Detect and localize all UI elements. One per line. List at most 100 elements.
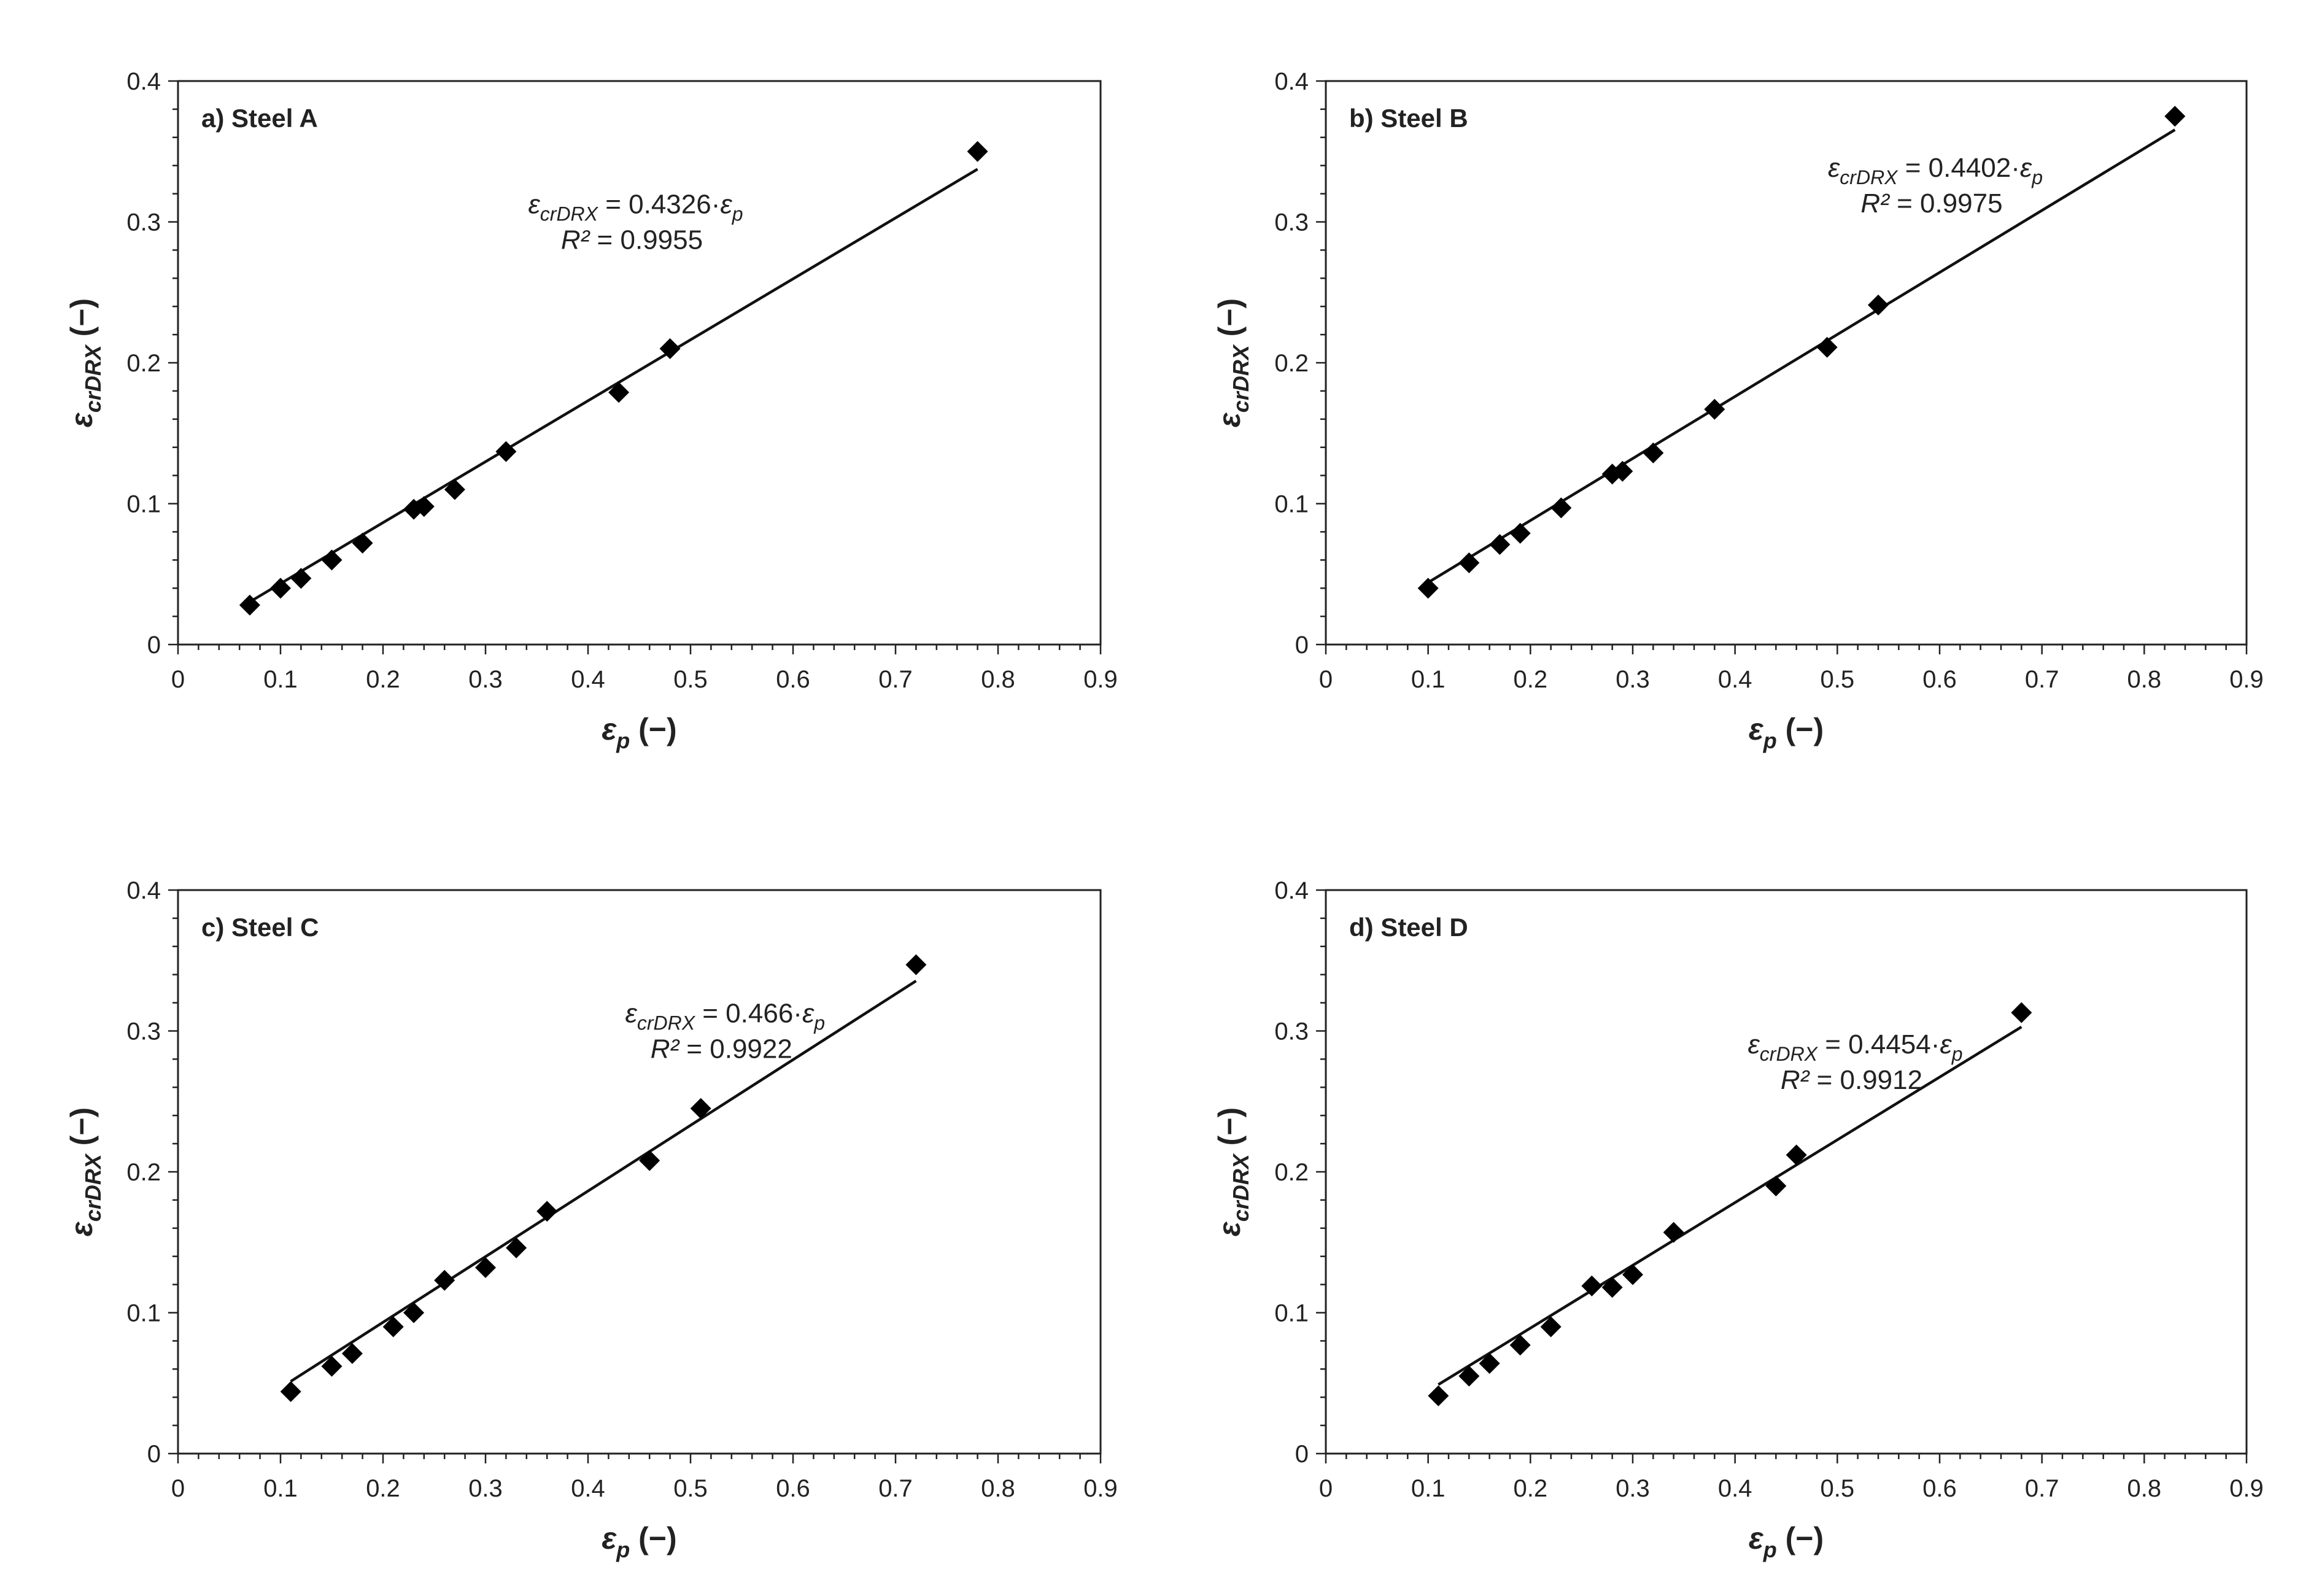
y-subscript: crDRX (637, 1012, 696, 1034)
epsilon-symbol: ε (64, 1221, 99, 1236)
x-tick-label: 0.5 (673, 1475, 708, 1502)
epsilon-symbol: ε (1940, 1029, 1952, 1059)
trendline (249, 168, 978, 603)
x-tick-label: 0.9 (1083, 1475, 1118, 1502)
x-tick-label: 0.6 (776, 666, 810, 693)
y-tick-label: 0.4 (126, 877, 161, 904)
x-axis-title: εp (−) (1749, 1521, 1824, 1562)
y-tick-label: 0.2 (1274, 350, 1309, 377)
data-point (1417, 578, 1439, 599)
x-tick-label: 0 (171, 666, 185, 693)
data-point (659, 338, 681, 360)
panel-title: b) Steel B (1349, 104, 1468, 133)
data-point (1479, 1353, 1500, 1374)
x-tick-label: 0 (171, 1475, 185, 1502)
x-tick-label: 0.5 (1821, 666, 1855, 693)
trendline (1438, 1025, 2022, 1386)
epsilon-symbol: ε (720, 190, 732, 220)
epsilon-symbol: ε (2020, 153, 2032, 183)
y-tick-label: 0.3 (1274, 209, 1309, 236)
r2-text: R² = 0.9975 (1860, 188, 2002, 219)
data-point (475, 1257, 496, 1279)
r2-label: R² (651, 1034, 680, 1064)
y-tick-label: 0 (1295, 1441, 1309, 1468)
y-tick-label: 0.2 (126, 1159, 161, 1186)
y-tick-label: 0 (147, 632, 161, 659)
x-unit: (−) (630, 1521, 676, 1555)
x-tick-label: 0.4 (1718, 666, 1752, 693)
x-tick-label: 0.4 (571, 666, 605, 693)
y-tick-label: 0.2 (1274, 1159, 1309, 1186)
x-tick-label: 0 (1319, 1475, 1333, 1502)
chart-panel-b: 0 0.1 0.2 0.3 0.4 0.5 0.6 0.7 0.8 0.9 0 0.1 0.2 0.3 0.… (1212, 68, 2264, 753)
x-tick-label: 0.8 (2127, 1475, 2162, 1502)
r2-text: R² = 0.9912 (1781, 1065, 1922, 1095)
trendline (290, 980, 917, 1383)
data-point (1581, 1275, 1603, 1296)
y-subscript: crDRX (80, 1153, 106, 1222)
data-point (290, 568, 312, 589)
x-axis-title: εp (−) (602, 1521, 676, 1562)
x-subscript: p (1763, 728, 1777, 753)
y-axis-title: εcrDRX (−) (1212, 1107, 1253, 1236)
x-axis-title: εp (−) (602, 712, 676, 753)
y-subscript: crDRX (1228, 344, 1253, 413)
data-point (1550, 497, 1572, 519)
data-point (536, 1201, 558, 1222)
x-tick-label: 0.2 (1514, 1475, 1548, 1502)
epsilon-symbol: ε (1828, 153, 1840, 183)
epsilon-symbol: ε (602, 712, 617, 746)
r2-text: R² = 0.9922 (651, 1034, 792, 1064)
x-tick-label: 0.2 (1514, 666, 1548, 693)
r2-value: = 0.9922 (679, 1034, 792, 1064)
equation-coef: = 0.4402· (1898, 153, 2020, 183)
panel-title: c) Steel C (201, 913, 319, 942)
data-point (280, 1381, 301, 1403)
y-subscript: crDRX (1760, 1043, 1819, 1065)
x-tick-label: 0.7 (2025, 666, 2059, 693)
data-point (321, 549, 343, 571)
x-unit: (−) (1777, 712, 1824, 746)
data-point (239, 594, 260, 616)
x-tick-label: 0.1 (263, 666, 298, 693)
y-tick-label: 0.1 (1274, 1300, 1309, 1327)
epsilon-symbol: ε (1749, 712, 1764, 746)
x-subscript: p (813, 1012, 825, 1034)
data-point (2011, 1002, 2032, 1023)
y-tick-label: 0.2 (126, 350, 161, 377)
y-tick-label: 0.1 (126, 1300, 161, 1327)
x-subscript: p (616, 1537, 630, 1562)
epsilon-symbol: ε (1749, 1521, 1764, 1555)
data-point (341, 1343, 363, 1365)
x-tick-label: 0.7 (878, 1475, 913, 1502)
plot-frame (177, 889, 1102, 1455)
epsilon-symbol: ε (802, 999, 815, 1029)
data-point (270, 578, 291, 599)
y-tick-label: 0 (1295, 632, 1309, 659)
chart-panel-d: 0 0.1 0.2 0.3 0.4 0.5 0.6 0.7 0.8 0.9 0 0.1 0.2 0.3 0.… (1212, 877, 2264, 1562)
r2-value: = 0.9912 (1809, 1065, 1922, 1095)
y-tick-label: 0.3 (1274, 1018, 1309, 1045)
x-tick-label: 0.7 (878, 666, 913, 693)
x-tick-label: 0.3 (468, 666, 503, 693)
x-tick-label: 0.4 (571, 1475, 605, 1502)
data-point (1540, 1316, 1562, 1338)
equation-text: εcrDRX = 0.4454·εp (1748, 1029, 1962, 1065)
data-point (967, 141, 988, 162)
data-point (495, 441, 517, 462)
data-point (690, 1098, 711, 1119)
y-unit: (−) (1212, 1107, 1247, 1154)
epsilon-symbol: ε (602, 1521, 617, 1555)
y-subscript: crDRX (540, 203, 599, 225)
equation-coef: = 0.466· (695, 999, 802, 1029)
y-unit: (−) (64, 298, 99, 345)
y-axis-title: εcrDRX (−) (1212, 298, 1253, 427)
data-point (1509, 522, 1531, 544)
epsilon-symbol: ε (1212, 1221, 1247, 1236)
data-point (506, 1237, 527, 1258)
x-tick-label: 0.5 (1821, 1475, 1855, 1502)
x-subscript: p (732, 203, 743, 225)
data-point (352, 532, 373, 554)
y-tick-label: 0.3 (126, 209, 161, 236)
